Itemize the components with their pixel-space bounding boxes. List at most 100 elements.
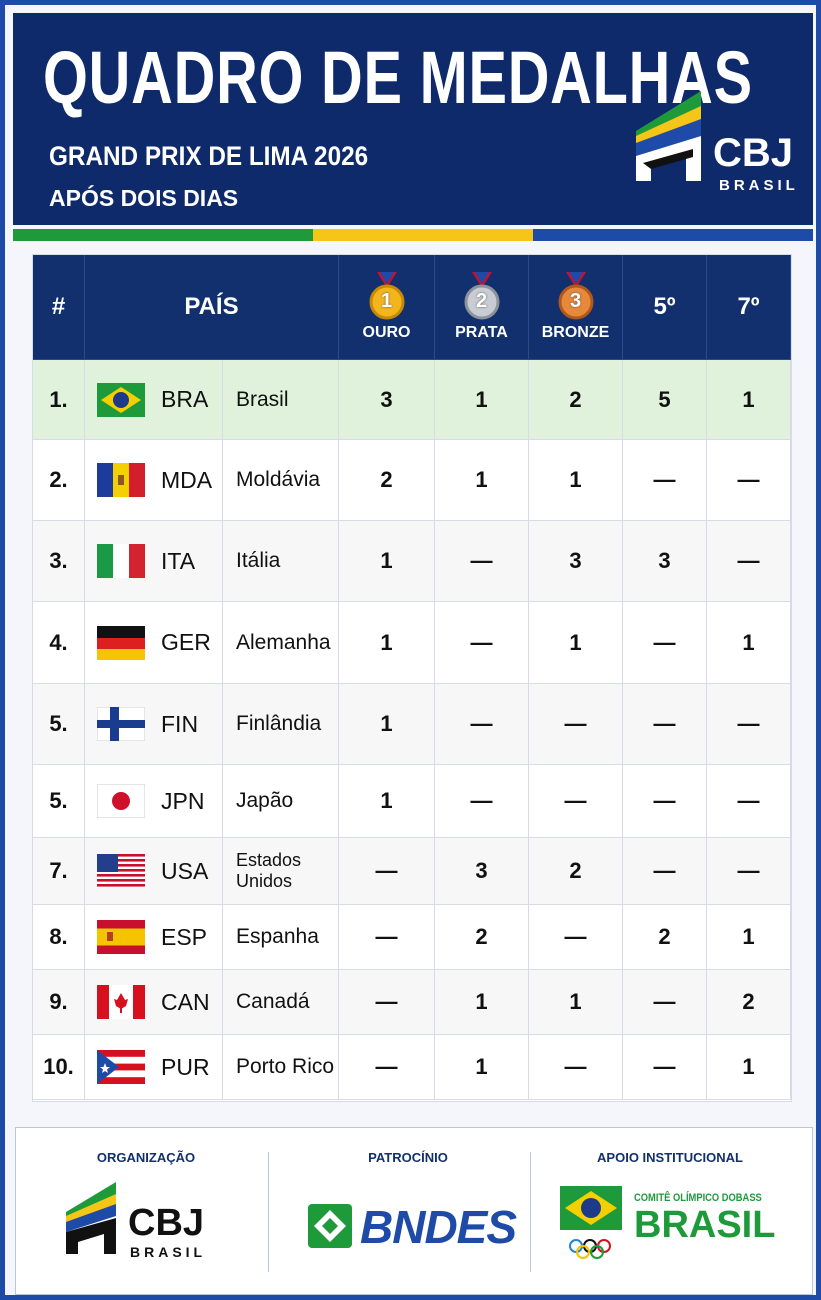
medal-count: — [623, 602, 707, 684]
country-name: Alemanha [223, 602, 339, 684]
flag [97, 1050, 145, 1084]
medal-count: — [623, 684, 707, 765]
rank: 9. [33, 970, 85, 1035]
country-cell: GER [85, 602, 223, 684]
logo-name: BNDES [360, 1201, 517, 1253]
rank: 7. [33, 838, 85, 905]
logo-country: BRASIL [130, 1244, 207, 1260]
medal-table: # PAÍS 1 OURO 2 PRATA 3 BRONZE 5º 7º 1. BRA Brasil 3 1… [32, 254, 792, 1102]
country-cell: JPN [85, 765, 223, 838]
column-header: PAÍS [85, 255, 339, 360]
table-row: 2. MDA Moldávia 2 1 1— — [33, 440, 791, 521]
column-header: 2 PRATA [435, 255, 529, 360]
table-row: 9. CAN Canadá —1 1—2 [33, 970, 791, 1035]
country-name: Canadá [223, 970, 339, 1035]
medal-count: — [707, 684, 791, 765]
medal-count: — [529, 765, 623, 838]
country-code: ITA [161, 547, 196, 574]
cbj-emblem [64, 1176, 120, 1261]
medal-count: — [623, 765, 707, 838]
medal-count: 1 [339, 602, 435, 684]
column-label: # [51, 293, 66, 320]
medal-count: 2 [529, 360, 623, 440]
country-name: Moldávia [223, 440, 339, 521]
column-label: OURO [362, 324, 411, 341]
medal-count: 1 [435, 440, 529, 521]
medal-count: 2 [435, 905, 529, 970]
logo-subtitle: COMITÊ OLÍMPICO DOBASS [634, 1192, 762, 1204]
logo-country: BRASIL [719, 177, 799, 194]
rank: 2. [33, 440, 85, 521]
medal-count: 1 [339, 765, 435, 838]
country-cell: FIN [85, 684, 223, 765]
column-label: BRONZE [541, 324, 610, 341]
table-row: 7. USA Estados Unidos —3 2— — [33, 838, 791, 905]
country-cell: ITA [85, 521, 223, 602]
rank: 3. [33, 521, 85, 602]
medal-count: 3 [529, 521, 623, 602]
medal-count: — [435, 684, 529, 765]
medal-count: — [707, 521, 791, 602]
rank: 5. [33, 684, 85, 765]
flag [97, 625, 145, 660]
medal-count: — [529, 1035, 623, 1100]
medal-count: 1 [339, 521, 435, 602]
medal-count: — [623, 1035, 707, 1100]
title: QUADRO DE MEDALHAS [43, 36, 753, 119]
sponsor-heading: ORGANIZAÇÃO [96, 1150, 196, 1165]
country-code: ESP [161, 923, 208, 950]
medal-count: — [707, 440, 791, 521]
medal-count: 3 [339, 360, 435, 440]
country-name: Finlândia [223, 684, 339, 765]
table-row: 5. FIN Finlândia 1— — — — [33, 684, 791, 765]
table-row: 5. JPN Japão 1— — — — [33, 765, 791, 838]
flag [96, 706, 146, 742]
medal-count: — [623, 440, 707, 521]
medal-count: 1 [707, 1035, 791, 1100]
country-cell: PUR [85, 1035, 223, 1100]
medal-count: 2 [707, 970, 791, 1035]
country-name: Estados Unidos [223, 838, 339, 905]
medal-count: 5 [623, 360, 707, 440]
sponsor-heading: PATROCÍNIO [368, 1150, 448, 1165]
medal-count: 3 [435, 838, 529, 905]
medal-count: — [339, 838, 435, 905]
subtitle: GRAND PRIX DE LIMA 2026 [49, 141, 369, 171]
medal-count: 2 [529, 838, 623, 905]
medal-number: 1 [380, 290, 393, 312]
cbj-emblem [636, 91, 701, 181]
country-code: MDA [161, 466, 213, 493]
country-code: GER [161, 629, 211, 655]
note: APÓS DOIS DIAS [49, 185, 239, 211]
column-header: 7º [707, 255, 791, 360]
table-row: 10. PUR Porto Rico —1— —1 [33, 1035, 791, 1100]
medal-icon: 2 [462, 272, 502, 320]
medal-count: 1 [529, 440, 623, 521]
country-code: JPN [161, 787, 205, 814]
medal-count: — [339, 905, 435, 970]
column-header: 1 OURO [339, 255, 435, 360]
logo-name: CBJ [713, 131, 794, 175]
table-row: 4. GER Alemanha 1—1—1 [33, 602, 791, 684]
medal-count: — [707, 765, 791, 838]
medal-count: — [623, 970, 707, 1035]
bndes-emblem [308, 1204, 352, 1253]
medal-count: — [435, 602, 529, 684]
table-row: 3. ITA Itália 1—3 3— [33, 521, 791, 602]
flag [97, 463, 145, 497]
medal-count: 3 [623, 521, 707, 602]
logo-name: BRASIL [634, 1204, 776, 1246]
rank: 8. [33, 905, 85, 970]
medal-count: 1 [707, 905, 791, 970]
medal-count: — [707, 838, 791, 905]
flag [97, 382, 145, 417]
logo-name: CBJ [128, 1202, 205, 1244]
medal-count: 1 [707, 602, 791, 684]
rank: 4. [33, 602, 85, 684]
country-code: CAN [161, 988, 210, 1015]
medal-count: 2 [623, 905, 707, 970]
rank: 1. [33, 360, 85, 440]
medal-number: 3 [569, 290, 582, 312]
country-name: Itália [223, 521, 339, 602]
